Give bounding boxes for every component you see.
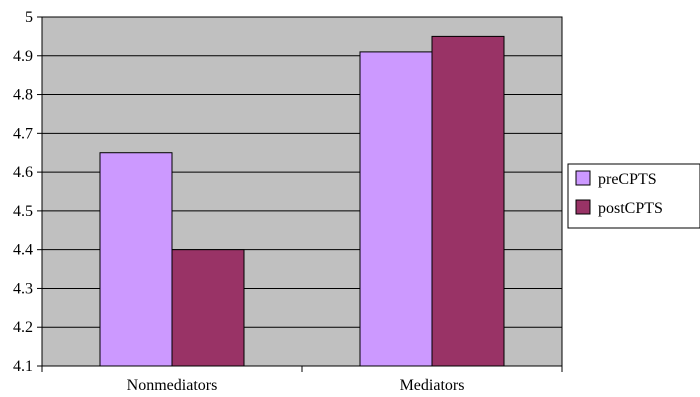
bar-postcpts-nonmediators [171, 249, 245, 367]
y-tick-label: 4.8 [13, 87, 33, 104]
y-tick-label: 4.3 [13, 280, 33, 297]
y-tick-label: 4.2 [13, 319, 33, 336]
legend: preCPTS postCPTS [567, 163, 700, 229]
x-category-label: Nonmediators [127, 377, 218, 394]
bars [99, 35, 505, 367]
bar-precpts-nonmediators [99, 152, 173, 367]
y-tick-label: 4.4 [13, 242, 33, 259]
axes: 4.1 4.2 4.3 4.4 4.5 4.6 4.7 4.8 4.9 5 Nonmediators… [13, 9, 563, 394]
bar-precpts-mediators [359, 51, 433, 367]
bar-postcpts-mediators [431, 35, 505, 367]
y-tick-label: 5 [25, 9, 33, 26]
y-tick-label: 4.1 [13, 358, 33, 375]
legend-label-precpts: preCPTS [598, 171, 657, 188]
y-tick-label: 4.6 [13, 164, 33, 181]
y-tick-label: 4.5 [13, 203, 33, 220]
x-category-label: Mediators [400, 377, 465, 394]
legend-swatch-postcpts [575, 199, 591, 215]
y-tick-label: 4.7 [13, 125, 33, 142]
y-tick-label: 4.9 [13, 48, 33, 65]
legend-swatch-precpts [575, 170, 591, 186]
legend-label-postcpts: postCPTS [598, 200, 663, 217]
